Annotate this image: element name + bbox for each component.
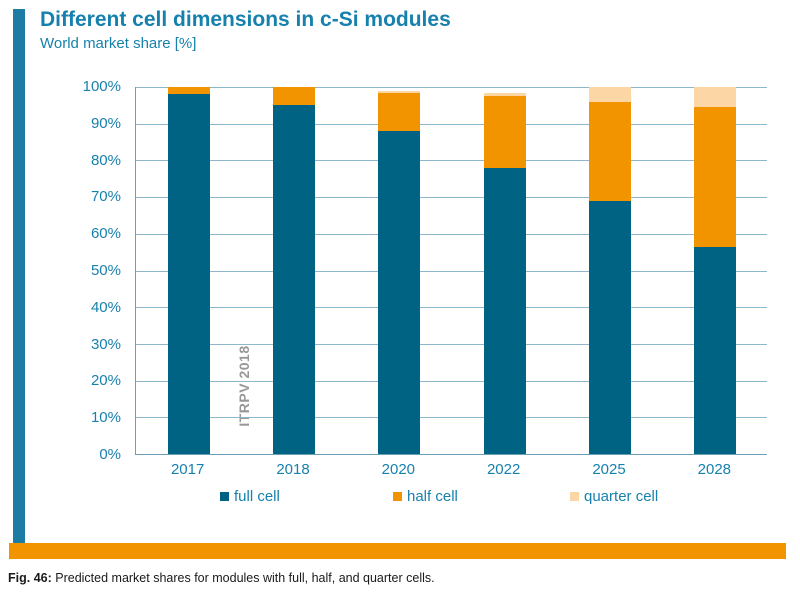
y-tick-label: 0% [99,446,121,463]
x-tick-label: 2022 [486,461,521,478]
y-tick-label: 10% [90,409,121,427]
legend-swatch-icon [570,491,579,501]
y-axis-labels: 0% 10% 20% 30% 40% 50% 60% 70% 80% 90% 100% [0,78,128,463]
x-tick-label: 2028 [697,461,732,478]
bar-segment-quarter-cell [483,92,526,97]
bar-segment-half-cell [483,96,526,168]
bar-segment-full-cell [378,131,421,454]
y-tick-label: 50% [90,262,121,279]
legend-label: quarter cell [584,487,659,505]
bar-segment-full-cell [273,105,315,454]
y-tick-label: 90% [90,114,121,132]
legend-item-quarter-cell: quarter cell [570,486,658,506]
y-tick-label: 100% [82,78,121,95]
x-axis-labels: 2017 2018 2020 2022 2025 2028 [135,461,767,481]
legend-swatch-icon [220,491,229,501]
gridline [136,197,767,199]
figure-label: Fig. 46: [8,571,52,585]
caption-text: Predicted market shares for modules with… [55,571,435,585]
bar-segment-full-cell [167,94,210,454]
bar-segment-half-cell [378,92,421,132]
x-tick-label: 2025 [592,461,626,478]
left-accent-bar [13,9,25,543]
chart-subtitle: World market share [%] [40,35,197,52]
legend-label: full cell [234,487,280,505]
bar-segment-full-cell [483,167,526,454]
bar-segment-quarter-cell [694,87,737,108]
gridline [136,123,767,125]
gridline [136,307,767,309]
figure-caption: Fig. 46: Predicted market shares for mod… [8,571,435,585]
bar-segment-full-cell [589,200,631,454]
gridline [136,417,767,419]
legend-item-full-cell: full cell [220,486,280,506]
x-tick-label: 2020 [381,461,416,478]
gridline [136,270,767,272]
bar-2017 [167,87,210,454]
y-tick-label: 40% [90,298,121,316]
y-tick-label: 20% [90,372,121,390]
y-tick-label: 80% [90,151,121,169]
bar-segment-half-cell [273,87,315,106]
plot-area: ITRPV 2018 [135,87,767,455]
x-tick-label: 2017 [170,461,205,478]
bar-segment-quarter-cell [589,87,631,102]
watermark-itrpv: ITRPV 2018 [235,331,253,441]
bar-segment-half-cell [589,101,631,201]
legend-swatch-icon [393,491,402,501]
bar-segment-full-cell [694,246,737,454]
bar-2022 [483,87,526,454]
gridline [136,160,767,162]
gridline [136,87,767,88]
bar-2020 [378,87,421,454]
legend-item-half-cell: half cell [393,486,458,506]
bar-segment-half-cell [694,107,737,247]
bar-2018 [273,87,315,454]
gridline [136,343,767,345]
bar-2028 [694,87,737,454]
bottom-orange-bar [9,543,786,559]
chart-title: Different cell dimensions in c-Si module… [40,8,451,31]
x-tick-label: 2018 [276,461,310,478]
legend-label: half cell [407,487,458,505]
bar-segment-half-cell [167,87,210,95]
gridline [136,380,767,382]
gridline [136,233,767,235]
bar-segment-quarter-cell [378,90,421,93]
y-tick-label: 60% [90,225,121,243]
y-tick-label: 70% [90,188,121,206]
bar-2025 [589,87,631,454]
legend: full cell half cell quarter cell [135,486,767,506]
y-tick-label: 30% [90,335,121,353]
